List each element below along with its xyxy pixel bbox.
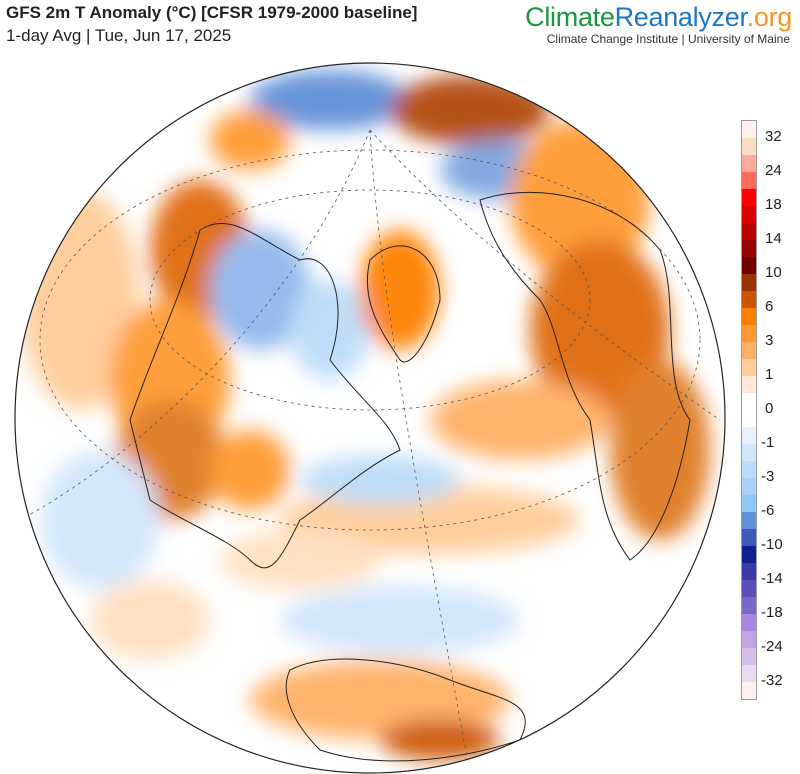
anomaly-field (15, 63, 725, 773)
scale-label: -10 (761, 536, 783, 553)
color-swatch (742, 393, 756, 410)
color-swatch (742, 155, 756, 172)
color-swatch (742, 223, 756, 240)
color-scale-bar (741, 120, 757, 700)
color-swatch (742, 495, 756, 512)
logo-part1: Climate (525, 2, 615, 32)
organization-label: Climate Change Institute | University of… (546, 32, 790, 46)
scale-label: 10 (765, 264, 782, 281)
color-swatch (742, 461, 756, 478)
map-title: GFS 2m T Anomaly (°C) [CFSR 1979-2000 ba… (6, 3, 418, 22)
color-swatch (742, 563, 756, 580)
scale-label: 3 (765, 332, 774, 349)
graticule (19, 129, 721, 773)
color-swatch (742, 257, 756, 274)
color-swatch (742, 274, 756, 291)
color-swatch (742, 138, 756, 155)
color-swatch (742, 444, 756, 461)
scale-label: 18 (765, 196, 782, 213)
color-swatch (742, 240, 756, 257)
scale-label: -6 (761, 502, 775, 519)
scale-label: -24 (761, 638, 783, 655)
scale-label: -3 (761, 468, 775, 485)
scale-label: 1 (765, 366, 774, 383)
color-swatch (742, 206, 756, 223)
color-swatch (742, 172, 756, 189)
scale-label: 14 (765, 230, 782, 247)
color-swatch (742, 529, 756, 546)
logo-part2: Reanalyzer (614, 2, 747, 32)
color-swatch (742, 342, 756, 359)
color-swatch (742, 682, 756, 699)
color-swatch (742, 121, 756, 138)
map-subtitle: 1-day Avg | Tue, Jun 17, 2025 (6, 26, 232, 45)
color-swatch (742, 308, 756, 325)
scale-label: 6 (765, 298, 774, 315)
color-swatch (742, 325, 756, 342)
color-swatch (742, 189, 756, 206)
logo-part3: .org (746, 2, 793, 32)
scale-label: -1 (761, 434, 775, 451)
color-swatch (742, 512, 756, 529)
color-swatch (742, 580, 756, 597)
scale-label: 0 (765, 400, 774, 417)
scale-label: -32 (761, 672, 783, 689)
color-swatch (742, 614, 756, 631)
color-swatch (742, 597, 756, 614)
color-swatch (742, 665, 756, 682)
scale-label: -18 (761, 604, 783, 621)
scale-label: 32 (765, 128, 782, 145)
color-swatch (742, 376, 756, 393)
color-swatch (742, 648, 756, 665)
site-logo[interactable]: ClimateReanalyzer.org (525, 2, 792, 33)
color-swatch (742, 359, 756, 376)
color-swatch (742, 410, 756, 427)
globe-outline (14, 62, 726, 774)
color-swatch (742, 546, 756, 563)
color-swatch (742, 291, 756, 308)
color-swatch (742, 478, 756, 495)
color-swatch (742, 631, 756, 648)
scale-label: -14 (761, 570, 783, 587)
scale-label: 24 (765, 162, 782, 179)
color-swatch (742, 427, 756, 444)
